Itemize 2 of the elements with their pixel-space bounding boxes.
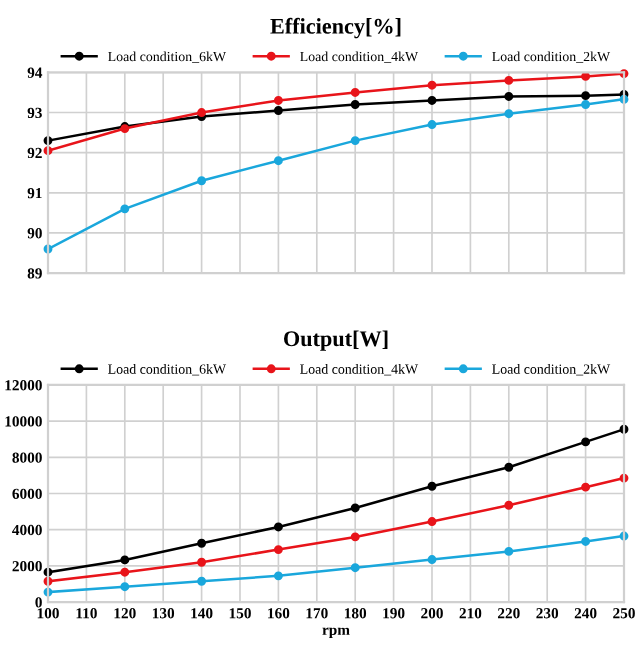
chart-title: Output[W] <box>284 330 388 351</box>
chart-title: Efficiency[%] <box>270 17 401 39</box>
